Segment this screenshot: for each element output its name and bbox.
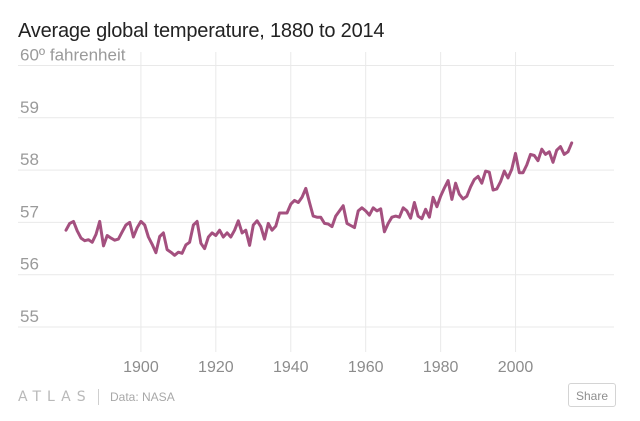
- share-button[interactable]: Share: [567, 383, 616, 407]
- x-tick-label: 1940: [273, 359, 309, 376]
- series-layer: [64, 141, 574, 257]
- x-tick-label: 1920: [198, 359, 234, 376]
- y-tick-label: 55: [20, 307, 39, 326]
- y-tick-label: 56: [20, 255, 39, 274]
- x-tick-label: 1960: [348, 359, 384, 376]
- data-source: Data: NASA: [110, 390, 175, 404]
- chart-footer: ATLAS Data: NASA Share: [18, 383, 616, 411]
- y-tick-label: 59: [20, 98, 39, 117]
- x-axis: 1900 1920 1940 1960 1980 2000: [123, 359, 533, 376]
- y-tick-label: 58: [20, 150, 39, 169]
- x-tick-label: 1900: [123, 359, 159, 376]
- y-tick-label: 57: [20, 202, 39, 221]
- footer-divider: [98, 389, 99, 405]
- gridlines: [18, 52, 614, 352]
- x-tick-label: 2000: [498, 359, 534, 376]
- y-axis-labels: 55 56 57 58 59 60º fahrenheit: [20, 46, 126, 327]
- atlas-logo[interactable]: ATLAS: [18, 389, 92, 405]
- x-tick-label: 1980: [423, 359, 459, 376]
- y-tick-label: 60º fahrenheit: [20, 46, 126, 65]
- chart-title: Average global temperature, 1880 to 2014: [18, 20, 385, 42]
- series-line-temperature: [64, 141, 574, 257]
